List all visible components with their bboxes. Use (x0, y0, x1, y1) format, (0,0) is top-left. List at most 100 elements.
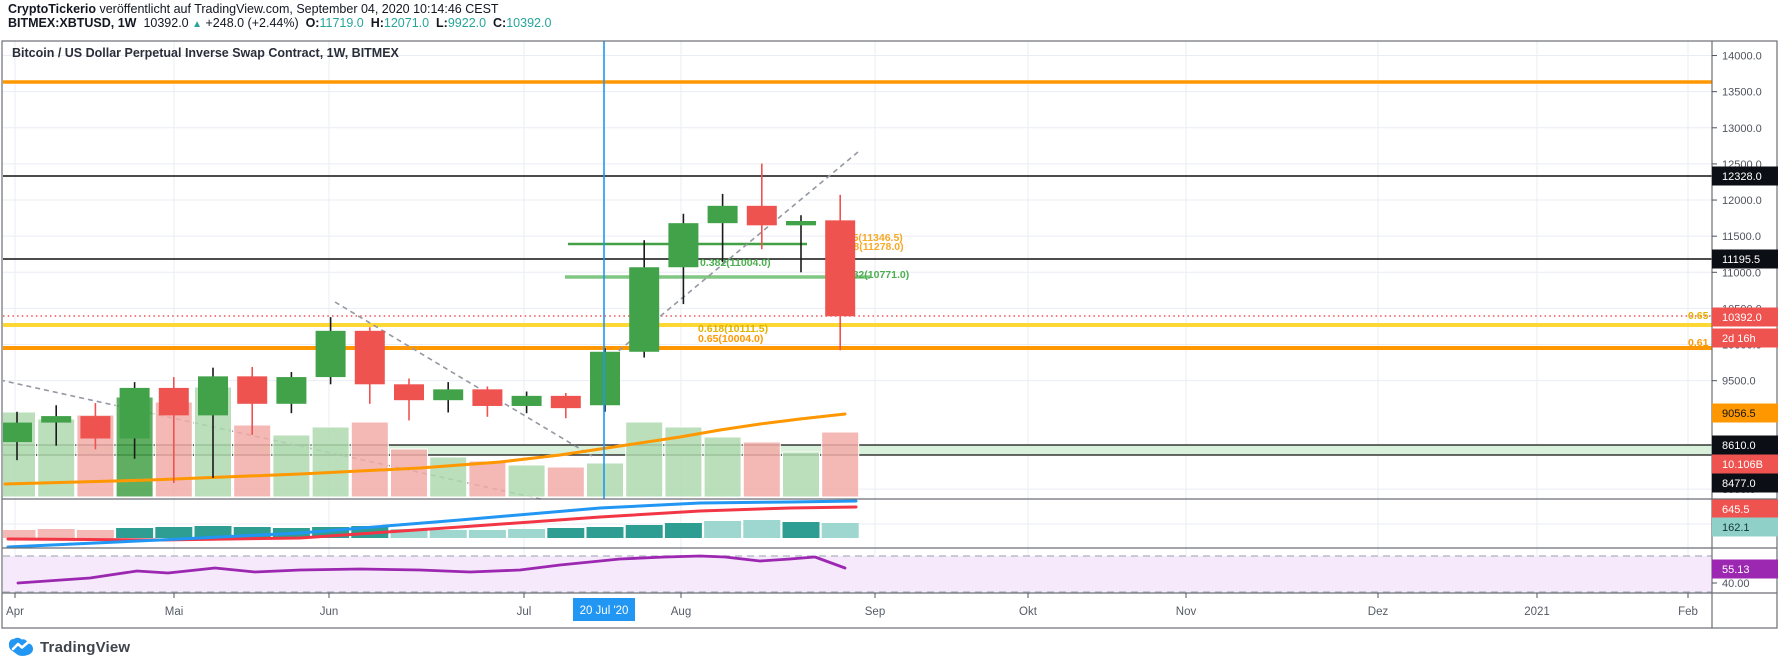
close-value: 10392.0 (506, 16, 552, 30)
volume-bar (233, 424, 272, 498)
volume-bar (586, 462, 624, 498)
oscillator-pane (3, 499, 859, 549)
candle-body (276, 377, 307, 404)
candle-body (629, 267, 660, 352)
candle-body (80, 416, 111, 439)
candle-body (746, 205, 777, 226)
tradingview-logo[interactable]: TradingView (8, 636, 130, 658)
candle-body (707, 205, 738, 224)
publish-info: veröffentlicht auf TradingView.com, Sept… (96, 2, 499, 16)
y-axis-badge-text: 162.1 (1722, 522, 1750, 534)
y-axis-badge-text: 10392.0 (1722, 312, 1762, 324)
candle-body (315, 330, 346, 378)
rsi-band (3, 556, 1712, 592)
volume-bar (272, 434, 311, 498)
oscillator-bar (547, 528, 585, 538)
oscillator-bar (37, 529, 75, 538)
x-axis-label: Feb (1678, 606, 1698, 618)
y-axis-badge-text: 10.106B (1722, 459, 1763, 471)
y-axis-badge: 162.1 (1712, 517, 1778, 537)
oscillator-blue-line (6, 499, 858, 549)
publisher-name: CryptoTickerio (8, 2, 96, 16)
oscillator-bar (3, 530, 36, 538)
volume-bar (311, 426, 350, 498)
y-axis-badge-text: 12328.0 (1722, 171, 1762, 183)
candle-body (198, 376, 228, 416)
volume-bar (782, 451, 820, 498)
fib-label: 0.382(10771.0) (838, 269, 909, 281)
x-axis-label: Apr (6, 606, 24, 618)
candle-body (119, 387, 150, 439)
x-axis-label: Okt (1019, 606, 1038, 618)
oscillator-bar (194, 526, 232, 538)
candle-body (550, 395, 581, 409)
low-label: L: (436, 16, 448, 30)
candle-body (433, 389, 464, 401)
volume-bar (821, 431, 860, 498)
y-axis-badge: 10.106B (1712, 454, 1778, 474)
oscillator-bar (390, 529, 428, 538)
oscillator-bar (312, 527, 350, 538)
crosshair-date-text: 20 Jul '20 (580, 605, 629, 617)
candle-body (394, 384, 424, 401)
fib-label: 0.382(11004.0) (700, 257, 771, 269)
volume-bar (350, 421, 389, 498)
crosshair-date-label: 20 Jul '20 (573, 598, 635, 621)
y-axis-label: 11500.0 (1722, 231, 1761, 243)
y-axis-badge: 9056.5 (1712, 403, 1778, 423)
fib-label: 0.61 (1688, 337, 1709, 349)
oscillator-bar (664, 523, 702, 538)
horizontal-lines-layer (3, 80, 1712, 350)
x-axis-label: Nov (1176, 606, 1197, 618)
x-axis-label: Dez (1368, 606, 1389, 618)
oscillator-bar (429, 530, 467, 538)
y-axis[interactable]: 14000.013500.013000.012500.012000.011500… (1712, 51, 1778, 590)
volume-bar (703, 436, 742, 498)
y-axis-badge-text: 2d 16h (1722, 333, 1756, 345)
rsi-line (16, 554, 847, 585)
x-axis-label: 2021 (1524, 606, 1550, 618)
x-axis-label: Sep (865, 606, 885, 618)
oscillator-bar (508, 529, 546, 538)
open-label: O: (305, 16, 320, 30)
grid-layer (3, 41, 1712, 593)
y-axis-label: 13500.0 (1722, 87, 1762, 99)
volume-bar (468, 460, 507, 498)
plot-layers[interactable]: 0.65(11346.5)0.618(11278.0)0.382(11004.0… (0, 80, 1712, 501)
x-axis-label: Mai (165, 606, 184, 618)
tradingview-logo-icon (8, 637, 34, 656)
y-axis-badge: 2d 16h (1712, 328, 1778, 348)
low-value: 9922.0 (447, 16, 487, 30)
high-value: 12071.0 (383, 16, 430, 30)
last-price: 10392.0 (143, 16, 189, 30)
y-axis-badge: 55.13 (1712, 559, 1778, 579)
tradingview-logo-text: TradingView (40, 638, 131, 656)
oscillator-bar (468, 530, 506, 538)
candle-body (668, 223, 699, 268)
y-axis-badge-text: 8610.0 (1722, 440, 1756, 452)
oscillator-bar (155, 527, 193, 538)
y-axis-badge-text: 55.13 (1722, 564, 1750, 576)
y-axis-badge: 10392.0 (1712, 307, 1778, 327)
candle-body (511, 395, 542, 406)
x-axis[interactable]: Apr Mai Jun Jul Aug Sep Okt Nov Dez 2021 Feb 20 Jul… (6, 593, 1698, 621)
oscillator-bar (76, 530, 114, 538)
volume-layer (3, 386, 860, 498)
oscillator-bar (743, 520, 781, 538)
y-axis-badge-text: 11195.5 (1722, 254, 1760, 266)
symbol-interval[interactable]: BITMEX:XBTUSD, 1W (8, 16, 137, 30)
volume-bar (625, 421, 664, 498)
candle-body (825, 220, 856, 317)
y-axis-badge: 8477.0 (1712, 473, 1778, 493)
volume-bar (742, 441, 781, 498)
candle-body (237, 376, 268, 404)
y-axis-badge-text: 645.5 (1722, 504, 1750, 516)
oscillator-bar (625, 525, 663, 538)
volume-bar (429, 456, 468, 498)
candle-body (354, 330, 385, 385)
dashed-trendline (334, 301, 593, 457)
x-axis-label: Aug (671, 606, 691, 618)
y-axis-label: 14000.0 (1722, 51, 1762, 63)
